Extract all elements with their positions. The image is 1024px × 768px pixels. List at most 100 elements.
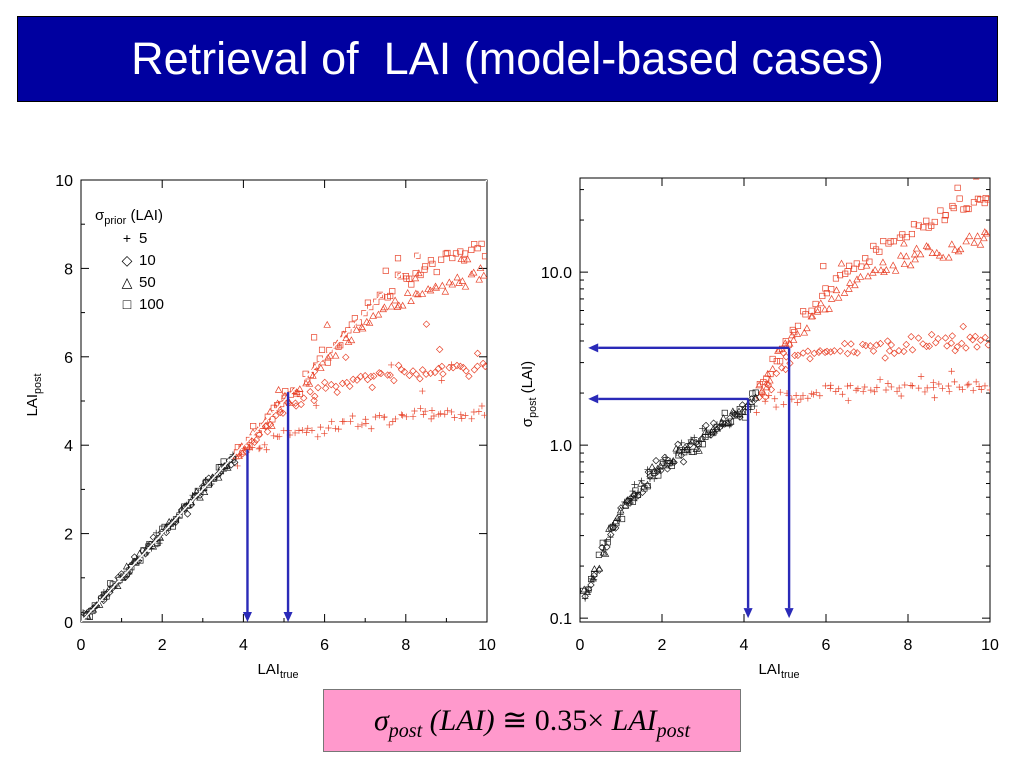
data-point [603, 537, 610, 545]
x-tick-label: 4 [239, 637, 248, 654]
data-point [854, 385, 862, 392]
data-point [792, 392, 800, 399]
data-point [405, 371, 414, 380]
data-point [751, 402, 758, 410]
x-axis-label: LAItrue [758, 661, 799, 681]
data-point [813, 307, 822, 315]
data-point [873, 384, 881, 391]
data-point [836, 347, 844, 355]
data-point [872, 246, 880, 253]
data-point [116, 576, 123, 584]
data-point [887, 341, 896, 349]
data-point [900, 239, 908, 247]
y-tick-label: 1.0 [550, 438, 572, 455]
data-point [777, 358, 784, 365]
data-point [83, 612, 90, 620]
data-point [951, 378, 958, 386]
data-point [429, 260, 436, 267]
legend-label: 10 [139, 252, 156, 269]
arrow-vertical [784, 347, 794, 619]
series-diamond [581, 322, 990, 601]
data-point [422, 370, 430, 378]
data-point [970, 199, 977, 206]
data-point [888, 383, 895, 391]
data-point [832, 388, 840, 395]
data-point [915, 222, 922, 229]
data-point [943, 342, 951, 350]
data-point [981, 333, 989, 342]
data-point [421, 407, 429, 415]
data-point [672, 444, 680, 452]
data-point [889, 261, 897, 269]
data-point [473, 349, 482, 358]
data-point [789, 336, 798, 343]
data-point [834, 293, 843, 301]
data-point [299, 426, 306, 434]
data-point [971, 332, 979, 341]
data-point [422, 320, 431, 328]
data-point [261, 416, 270, 424]
legend-label: 50 [139, 274, 156, 291]
data-point [837, 272, 844, 279]
data-point [475, 408, 483, 415]
data-point [303, 429, 310, 436]
x-tick-label: 8 [904, 637, 913, 654]
data-point [108, 584, 117, 592]
data-point [375, 369, 383, 377]
data-point [313, 362, 320, 369]
data-point [403, 289, 412, 296]
data-point [261, 441, 268, 448]
data-point [314, 433, 321, 441]
formula-sigma-sub: post [388, 720, 423, 742]
data-point [448, 280, 457, 288]
data-point [386, 421, 393, 429]
data-point [369, 311, 377, 319]
data-point [851, 281, 859, 289]
data-point [386, 371, 394, 379]
data-point [951, 245, 959, 253]
x-tick-label: 2 [658, 637, 667, 654]
data-point [585, 586, 592, 593]
data-point [317, 364, 325, 371]
data-point [954, 184, 961, 191]
y-tick-label: 6 [64, 350, 73, 367]
data-point [631, 481, 638, 488]
data-point [822, 382, 829, 390]
legend-label: 100 [139, 296, 164, 313]
data-point [418, 289, 427, 297]
data-point [449, 254, 456, 262]
arrow-horizontal [588, 343, 790, 353]
arrow-vertical-head [743, 608, 753, 619]
data-point [468, 246, 475, 253]
data-point [945, 382, 952, 390]
data-point [419, 387, 426, 395]
x-tick-label: 4 [740, 637, 749, 654]
series-triangle [580, 228, 990, 595]
data-point [380, 414, 388, 421]
data-point [463, 255, 472, 263]
data-point [332, 382, 340, 391]
data-point [919, 340, 927, 348]
data-point [845, 397, 852, 404]
data-point [397, 366, 406, 374]
data-point [880, 268, 888, 276]
data-point [709, 419, 718, 427]
one-to-one-line [81, 180, 487, 622]
data-point [695, 446, 703, 454]
data-point [650, 466, 659, 474]
data-point [331, 351, 340, 359]
data-point [462, 412, 469, 419]
data-point [149, 533, 158, 542]
x-axis-label-text: LAItrue [257, 661, 298, 681]
data-point [210, 474, 218, 483]
data-point [595, 564, 604, 572]
data-point [806, 355, 814, 363]
data-point [947, 339, 956, 347]
data-point [973, 232, 982, 240]
data-point [648, 463, 656, 470]
x-tick-label: 0 [576, 637, 585, 654]
data-point [932, 248, 941, 256]
data-point [476, 264, 485, 271]
data-point [354, 423, 362, 430]
